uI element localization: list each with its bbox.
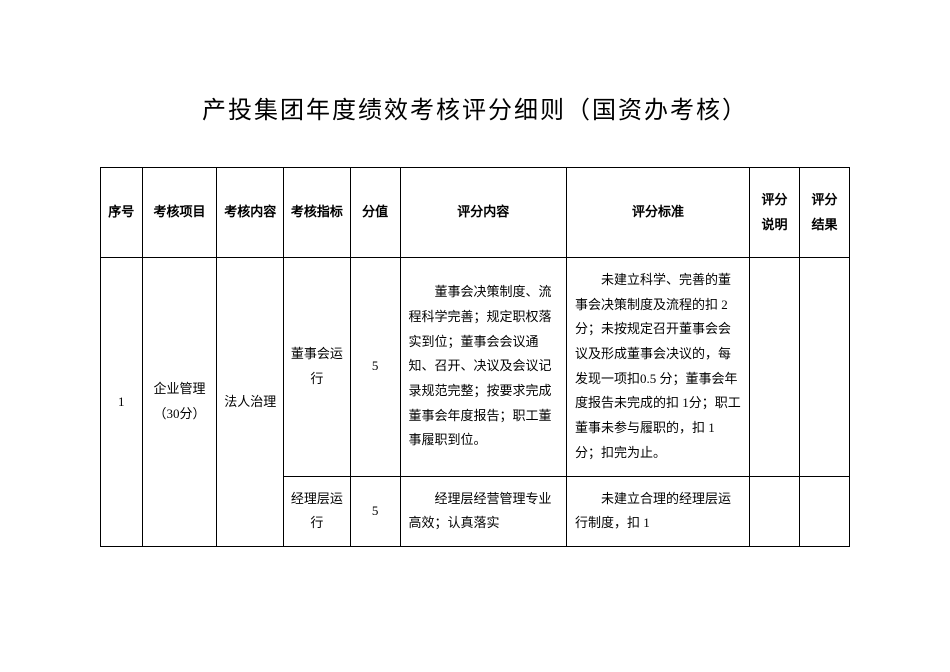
cell-indicator: 经理层运行	[284, 476, 351, 546]
col-result-header: 评分结果	[799, 168, 849, 258]
cell-note	[750, 476, 800, 546]
col-item-header: 考核项目	[142, 168, 217, 258]
col-standard-header: 评分标准	[566, 168, 749, 258]
col-content-header: 考核内容	[217, 168, 284, 258]
scoring-table: 序号 考核项目 考核内容 考核指标 分值 评分内容 评分标准 评分说明 评分结果…	[100, 167, 850, 547]
col-seq-header: 序号	[101, 168, 143, 258]
cell-item: 企业管理（30分）	[142, 258, 217, 547]
col-note-header: 评分说明	[750, 168, 800, 258]
cell-seq: 1	[101, 258, 143, 547]
cell-note	[750, 258, 800, 477]
cell-score: 5	[350, 476, 400, 546]
cell-evalcontent: 董事会决策制度、流程科学完善；规定职权落实到位；董事会会议通知、召开、决议及会议…	[400, 258, 566, 477]
cell-score: 5	[350, 258, 400, 477]
table-header-row: 序号 考核项目 考核内容 考核指标 分值 评分内容 评分标准 评分说明 评分结果	[101, 168, 850, 258]
cell-result	[799, 476, 849, 546]
cell-standard: 未建立科学、完善的董事会决策制度及流程的扣 2 分；未按规定召开董事会会议及形成…	[566, 258, 749, 477]
col-evalcontent-header: 评分内容	[400, 168, 566, 258]
cell-result	[799, 258, 849, 477]
table-row: 1 企业管理（30分） 法人治理 董事会运行 5 董事会决策制度、流程科学完善；…	[101, 258, 850, 477]
cell-content: 法人治理	[217, 258, 284, 547]
document-page: 产投集团年度绩效考核评分细则（国资办考核） 序号 考核项目 考核内容 考核指标 …	[0, 0, 950, 547]
col-indicator-header: 考核指标	[284, 168, 351, 258]
page-title: 产投集团年度绩效考核评分细则（国资办考核）	[100, 90, 850, 125]
cell-standard: 未建立合理的经理层运行制度，扣 1	[566, 476, 749, 546]
cell-indicator: 董事会运行	[284, 258, 351, 477]
col-score-header: 分值	[350, 168, 400, 258]
cell-evalcontent: 经理层经营管理专业高效；认真落实	[400, 476, 566, 546]
